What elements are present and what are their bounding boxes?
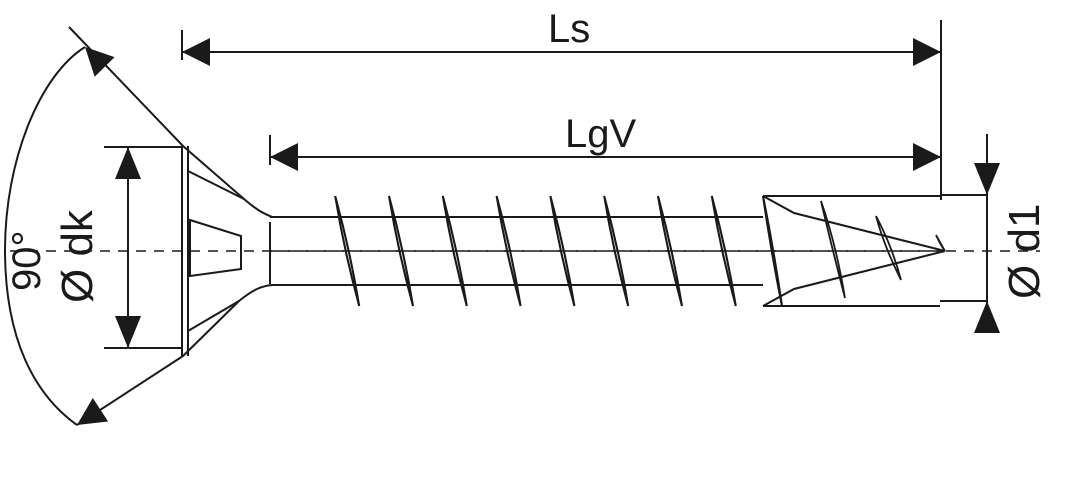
- svg-text:90°: 90°: [5, 231, 49, 292]
- svg-text:Ø dk: Ø dk: [53, 209, 102, 303]
- svg-text:LgV: LgV: [565, 112, 636, 156]
- svg-text:Ls: Ls: [548, 7, 590, 51]
- svg-text:Ø d1: Ø d1: [1000, 204, 1049, 299]
